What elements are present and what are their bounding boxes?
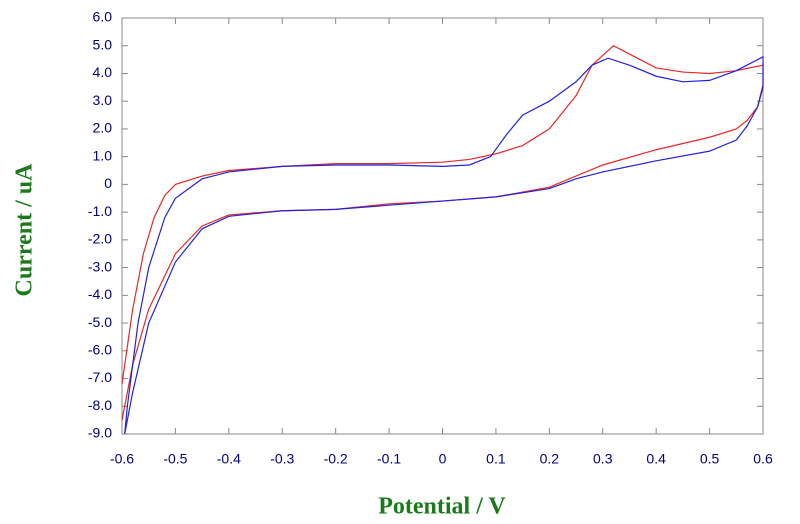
y-tick-label: 0 (104, 175, 112, 191)
x-tick-label: -0.4 (217, 451, 241, 467)
x-tick-label: 0.1 (486, 451, 506, 467)
y-tick-label: 4.0 (93, 64, 113, 80)
x-tick-label: 0.2 (540, 451, 560, 467)
y-tick-label: -4.0 (88, 286, 112, 302)
y-tick-label: 3.0 (93, 92, 113, 108)
y-tick-label: -8.0 (88, 397, 112, 413)
y-tick-label: 6.0 (93, 9, 113, 25)
x-tick-label: 0.5 (700, 451, 720, 467)
x-tick-label: -0.3 (270, 451, 294, 467)
y-tick-label: -3.0 (88, 258, 112, 274)
y-tick-label: -1.0 (88, 203, 112, 219)
y-tick-label: 5.0 (93, 36, 113, 52)
y-tick-label: -2.0 (88, 231, 112, 247)
x-tick-label: -0.5 (163, 451, 187, 467)
y-axis-title: Current / uA (12, 163, 38, 297)
y-tick-label: -9.0 (88, 425, 112, 441)
y-tick-label: -5.0 (88, 314, 112, 330)
x-tick-label: -0.2 (324, 451, 348, 467)
y-tick-label: 1.0 (93, 147, 113, 163)
x-tick-label: 0.4 (646, 451, 666, 467)
y-tick-label: 2.0 (93, 120, 113, 136)
x-tick-label: 0.6 (753, 451, 773, 467)
x-tick-label: -0.1 (377, 451, 401, 467)
y-tick-label: -6.0 (88, 342, 112, 358)
cv-curve (124, 55, 764, 435)
x-axis-title: Potential / V (378, 494, 506, 520)
y-tick-label: -7.0 (88, 369, 112, 385)
x-tick-label: 0 (439, 451, 447, 467)
x-tick-label: -0.6 (110, 451, 134, 467)
x-tick-label: 0.3 (593, 451, 613, 467)
